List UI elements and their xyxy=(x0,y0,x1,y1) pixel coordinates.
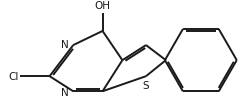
Text: OH: OH xyxy=(95,1,110,11)
Text: N: N xyxy=(61,87,69,97)
Text: Cl: Cl xyxy=(8,72,18,81)
Text: N: N xyxy=(61,40,69,50)
Text: S: S xyxy=(143,80,149,90)
